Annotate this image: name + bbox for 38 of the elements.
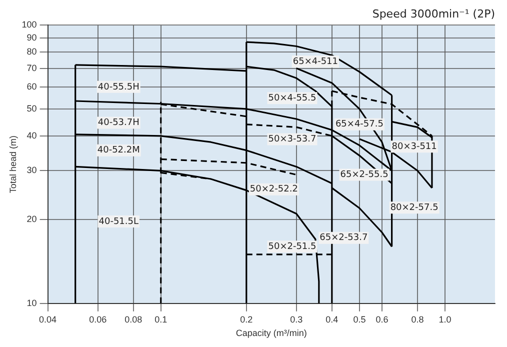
x-tick-label: 0.08 [124, 314, 142, 324]
annotation: 50×4-55.5 [268, 93, 316, 104]
x-tick-label: 0.1 [154, 314, 168, 324]
x-tick-label: 0.4 [326, 314, 338, 324]
x-tick-label: 0.2 [240, 314, 253, 324]
y-tick-label: 20 [26, 214, 37, 224]
annotation: 50×3-53.7 [268, 134, 316, 145]
annotation: 50×2-51.5 [268, 242, 316, 252]
annotation: 50×2-52.2 [250, 184, 298, 195]
annotation: 80×3-511 [392, 142, 437, 152]
annotation: 65×4-511 [292, 56, 338, 67]
x-tick-label: 0.3 [290, 314, 303, 324]
annotation: 40-52.2M [97, 146, 140, 156]
annotation: 40-55.5H [98, 82, 140, 92]
annotation: 80×2-57.5 [390, 202, 438, 213]
y-tick-label: 30 [26, 165, 37, 176]
annotation: 65×2-55.5 [340, 170, 388, 180]
x-tick-label: 0.8 [411, 314, 424, 324]
x-tick-label: 0.5 [353, 314, 366, 324]
annotation: 40-53.7H [98, 118, 140, 128]
y-tick-label: 100 [22, 20, 37, 30]
y-tick-label: 90 [26, 32, 37, 42]
annotation: 65×2-53.7 [320, 233, 368, 244]
annotation: 40-51.5L [98, 216, 138, 227]
y-axis-title: Total head (m) [8, 136, 18, 194]
x-tick-label: 0.06 [89, 314, 107, 324]
x-tick-label: 0.04 [39, 314, 57, 324]
x-tick-label: 1.0 [438, 314, 452, 324]
x-tick-label: 0.6 [376, 314, 388, 324]
chart-title: Speed 3000min⁻¹ (2P) [372, 7, 495, 20]
x-axis-title: Capacity (m³/min) [236, 328, 307, 338]
y-tick-label: 70 [26, 62, 37, 73]
annotation: 65×4-57.5 [335, 120, 384, 130]
y-tick-label: 50 [26, 103, 37, 114]
y-tick-label: 10 [26, 298, 37, 308]
y-tick-label: 60 [26, 81, 37, 92]
y-tick-label: 80 [26, 46, 37, 57]
y-tick-label: 40 [26, 130, 37, 140]
